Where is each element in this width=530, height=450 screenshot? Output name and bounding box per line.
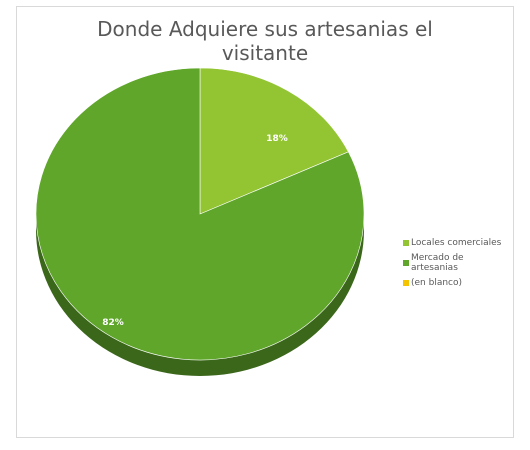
chart-title-line-1: Donde Adquiere sus artesanias el (97, 17, 433, 41)
legend-swatch-en-blanco (403, 280, 409, 286)
pie-slice-1 (35, 67, 365, 361)
legend-label-locales: Locales comerciales (411, 238, 502, 248)
legend-item-en-blanco: (en blanco) (403, 273, 513, 293)
legend-item-locales: Locales comerciales (403, 233, 513, 253)
legend-swatch-locales (403, 240, 409, 246)
chart-legend: Locales comerciales Mercado de artesania… (403, 233, 513, 293)
pie-slice-0 (199, 67, 349, 215)
data-label-1: 82% (102, 318, 124, 328)
chart-title: Donde Adquiere sus artesanias el visitan… (17, 17, 513, 65)
legend-swatch-mercado (403, 260, 409, 266)
legend-label-mercado: Mercado de artesanias (410, 253, 464, 273)
legend-item-mercado: Mercado de artesanias (403, 253, 513, 273)
chart-title-line-2: visitante (221, 41, 309, 65)
data-label-0: 18% (266, 134, 288, 144)
legend-label-en-blanco: (en blanco) (411, 278, 463, 288)
